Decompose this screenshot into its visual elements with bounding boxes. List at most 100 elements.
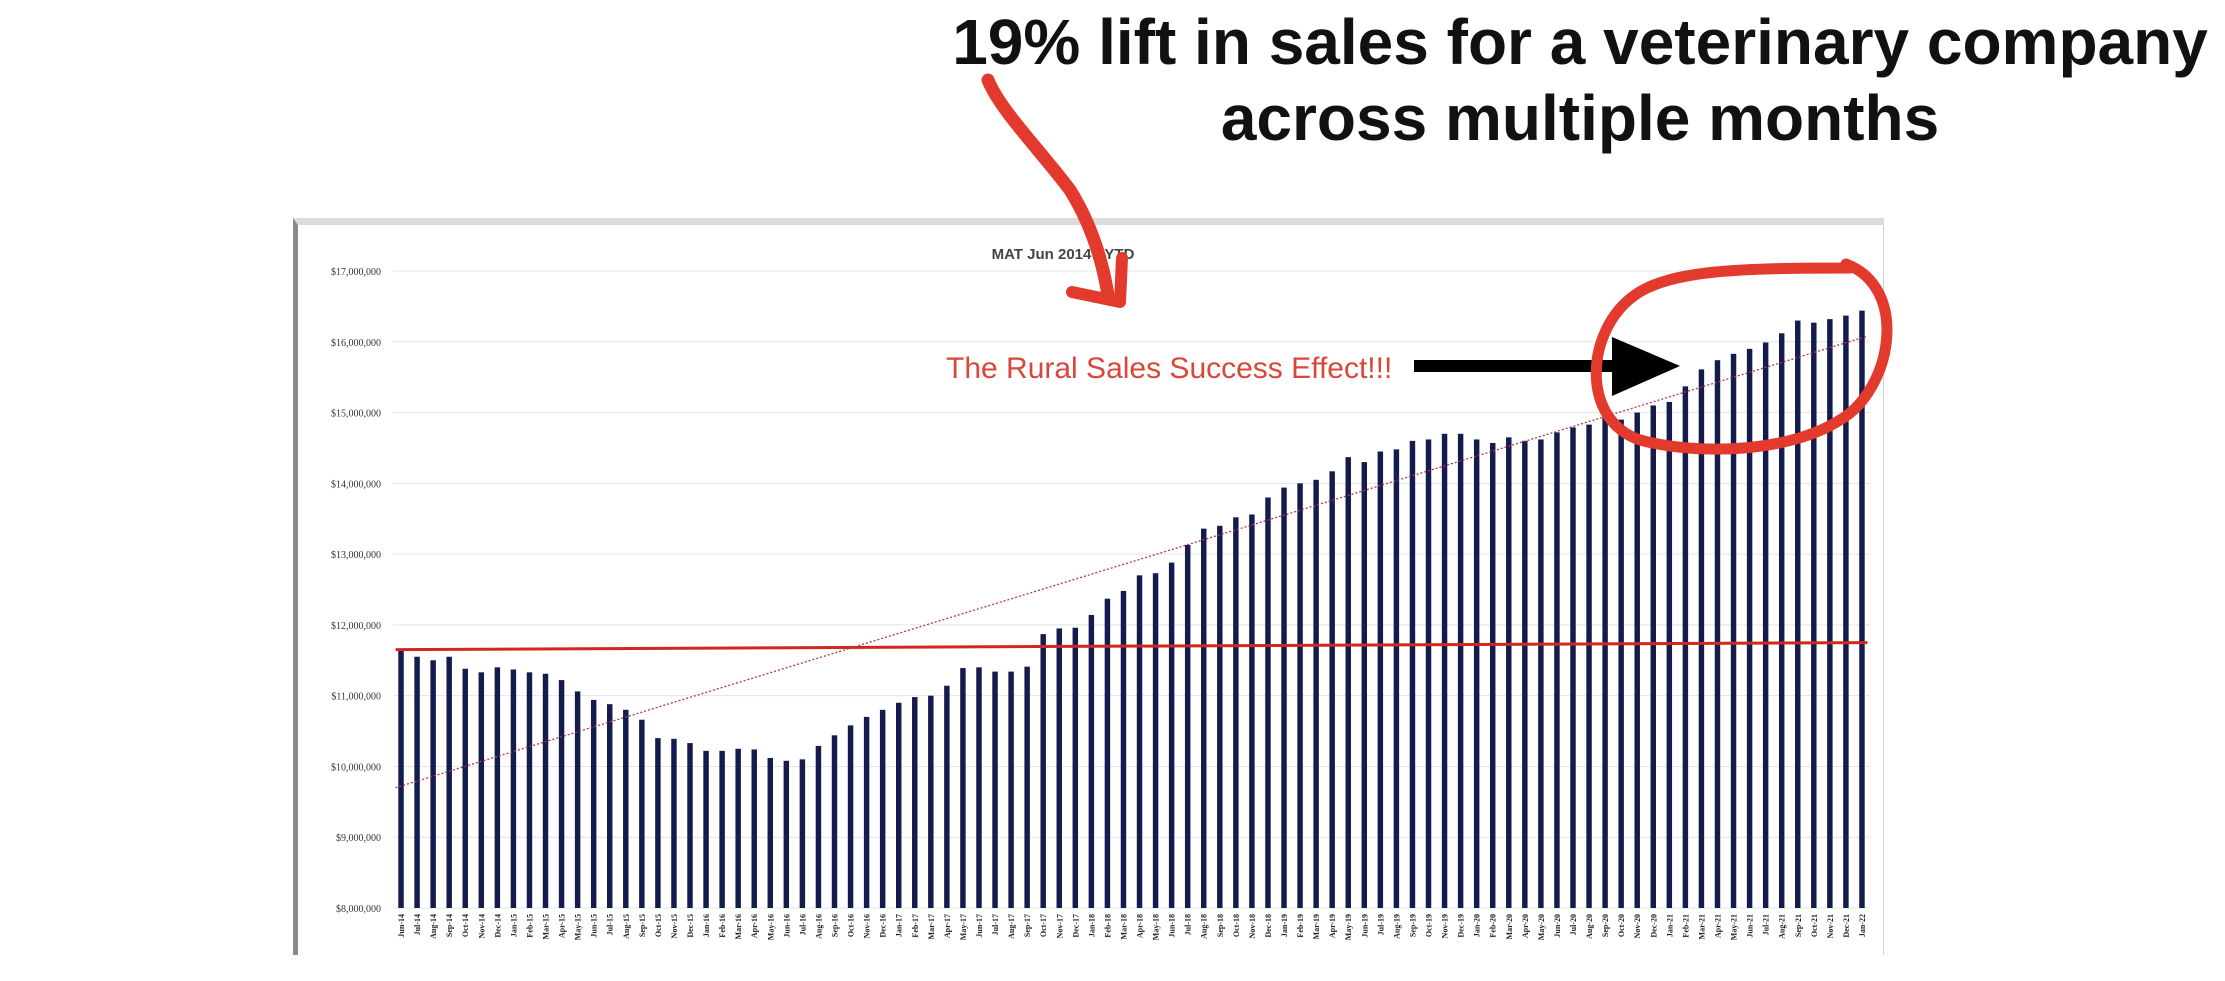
bar	[1489, 442, 1496, 908]
x-tick-label: Aug-19	[1392, 914, 1401, 939]
x-tick-label: Mar-16	[734, 914, 743, 939]
bar	[1393, 449, 1400, 908]
y-tick-label: $14,000,000	[331, 479, 381, 490]
y-tick-label: $10,000,000	[331, 762, 381, 773]
bar	[1329, 471, 1335, 908]
headline: 19% lift in sales for a veterinary compa…	[880, 4, 2225, 156]
y-tick-label: $11,000,000	[331, 692, 381, 703]
bar	[494, 667, 501, 908]
x-tick-label: Jul-18	[1184, 914, 1193, 935]
x-tick-label: May-15	[574, 914, 583, 940]
x-tick-label: Jul-14	[413, 914, 422, 935]
bar	[526, 672, 533, 908]
x-tick-label: Apr-15	[558, 914, 567, 938]
x-tick-label: Aug-18	[1200, 914, 1209, 939]
x-tick-label: Jun-16	[782, 914, 791, 938]
bar	[655, 738, 661, 908]
x-tick-label: Nov-17	[1055, 914, 1064, 938]
x-tick-label: Nov-20	[1633, 914, 1642, 938]
bar	[542, 673, 549, 908]
x-tick-label: Jul-15	[606, 914, 615, 935]
bar	[558, 680, 565, 908]
bar	[751, 749, 757, 908]
x-tick-label: Dec-16	[879, 914, 888, 938]
bar	[1570, 427, 1576, 908]
x-tick-label: Oct-17	[1039, 914, 1048, 937]
x-tick-label: Jun-15	[590, 914, 599, 938]
x-tick-label: Mar-20	[1505, 914, 1514, 939]
bar	[414, 656, 420, 908]
y-tick-label: $12,000,000	[331, 621, 381, 632]
x-tick-label: Feb-15	[525, 914, 534, 938]
bar	[1795, 320, 1801, 908]
x-tick-label: Mar-21	[1697, 914, 1706, 939]
bar	[1602, 417, 1608, 908]
bar	[1040, 634, 1046, 908]
x-tick-label: Oct-15	[654, 914, 663, 937]
bar	[1811, 322, 1817, 908]
x-tick-label: Jul-20	[1569, 914, 1578, 935]
x-tick-label: Apr-19	[1328, 914, 1337, 938]
y-axis-ticks: $8,000,000 $9,000,000 $10,000,000 $11,000,0…	[331, 267, 381, 915]
bar	[1778, 333, 1785, 909]
bar	[879, 709, 886, 908]
x-tick-label: Jul-21	[1762, 914, 1771, 935]
x-tick-label: Jun-21	[1746, 914, 1755, 938]
x-tick-label: Sep-21	[1794, 914, 1803, 937]
baseline-line	[395, 641, 1868, 652]
x-tick-label: Oct-18	[1232, 914, 1241, 937]
x-tick-label: Oct-16	[847, 914, 856, 937]
x-tick-label: Aug-16	[814, 914, 823, 939]
x-tick-label: Sep-16	[830, 914, 839, 937]
bar	[430, 660, 436, 908]
reference-lines	[395, 335, 1868, 789]
bar	[1136, 575, 1143, 908]
bar	[510, 669, 517, 908]
x-tick-label: Dec-18	[1264, 914, 1273, 938]
x-tick-label: Feb-17	[911, 914, 920, 938]
bar	[1233, 517, 1239, 908]
x-tick-label: Apr-21	[1713, 914, 1722, 938]
bar	[1746, 348, 1753, 908]
x-tick-label: Mar-17	[927, 914, 936, 939]
bar	[1297, 483, 1303, 908]
x-tick-label: Apr-17	[943, 914, 952, 938]
x-tick-label: Apr-16	[750, 914, 759, 938]
x-tick-label: Jul-16	[798, 914, 807, 935]
bar	[847, 725, 854, 908]
bar	[944, 685, 950, 908]
x-tick-label: Aug-21	[1778, 914, 1787, 939]
x-tick-label: Sep-20	[1601, 914, 1610, 937]
x-tick-label: Apr-20	[1521, 914, 1530, 938]
x-tick-label: Nov-15	[670, 914, 679, 938]
bar	[1473, 439, 1480, 908]
y-tick-label: $15,000,000	[331, 409, 381, 420]
x-tick-label: Dec-15	[686, 914, 695, 938]
bar	[1730, 353, 1737, 908]
x-tick-label: Feb-16	[718, 914, 727, 938]
x-axis-ticks: Jun-14 Jul-14 Aug-14 Sep-14 Oct-14 Nov-14 Dec-…	[397, 914, 1867, 940]
bar	[1425, 439, 1432, 908]
bar	[1249, 514, 1255, 908]
x-tick-label: May-17	[959, 914, 968, 940]
bar	[1120, 590, 1127, 908]
x-tick-label: Mar-18	[1119, 914, 1128, 939]
bar	[1024, 666, 1030, 908]
bar	[992, 671, 998, 908]
x-tick-label: Sep-15	[638, 914, 647, 937]
bar	[1650, 405, 1656, 908]
x-tick-label: Nov-18	[1248, 914, 1257, 938]
bar	[462, 668, 468, 908]
bar-chart: $8,000,000 $9,000,000 $10,000,000 $11,000,0…	[331, 246, 1870, 940]
bar	[478, 672, 485, 908]
trend-line	[395, 335, 1868, 789]
headline-line-2: across multiple months	[1220, 82, 1940, 154]
x-tick-label: Feb-19	[1296, 914, 1305, 938]
x-tick-label: May-20	[1537, 914, 1546, 940]
bars	[398, 310, 1865, 909]
bar	[815, 745, 822, 908]
bar	[1265, 497, 1271, 908]
bar	[799, 759, 806, 908]
x-tick-label: Sep-19	[1408, 914, 1417, 937]
x-tick-label: Jan-21	[1665, 914, 1674, 937]
